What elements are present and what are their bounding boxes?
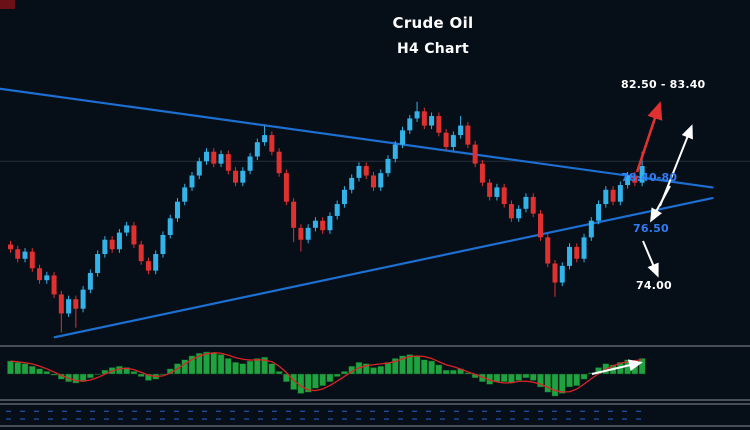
title-block: Crude Oil H4 Chart xyxy=(393,14,474,57)
label-target-zone: 82.50 - 83.40 xyxy=(621,78,706,91)
chart-title: Crude Oil xyxy=(392,14,474,32)
label-support: 76.50 xyxy=(633,222,669,235)
panel-separators xyxy=(0,345,750,427)
trendlines xyxy=(0,87,714,339)
candles xyxy=(8,101,645,333)
macd-trend-white xyxy=(591,359,643,375)
annotation-arrows xyxy=(591,101,693,375)
bottom-indicator xyxy=(6,410,645,420)
macd-indicator xyxy=(7,351,646,397)
label-resistance: 78.40-80 xyxy=(621,171,678,184)
projection-up-red xyxy=(635,101,663,173)
pullback-down-white xyxy=(650,185,671,223)
corner-marker xyxy=(0,0,15,9)
breakdown-white xyxy=(642,240,659,278)
chart-subtitle: H4 Chart xyxy=(396,41,470,57)
label-lower-target: 74.00 xyxy=(636,279,672,292)
